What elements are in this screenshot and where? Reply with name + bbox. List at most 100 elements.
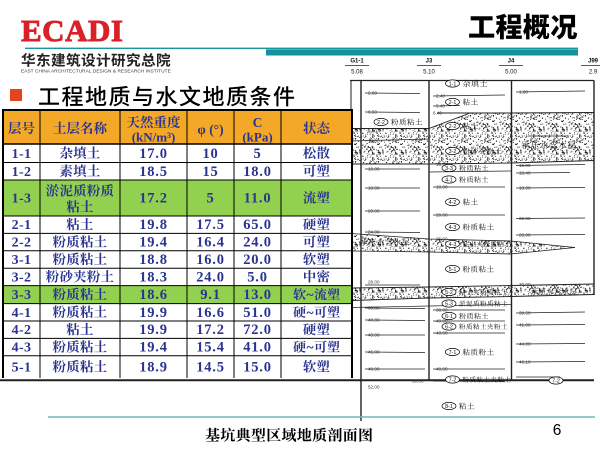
svg-text:24.0: 24.0: [243, 235, 272, 251]
svg-text:4-3: 4-3: [449, 242, 457, 248]
svg-text:18.00: 18.00: [519, 186, 531, 191]
svg-text:48.00: 48.00: [368, 367, 380, 372]
svg-text:5-3: 5-3: [445, 302, 453, 308]
svg-text:2.40: 2.40: [436, 94, 445, 99]
svg-text:3-2: 3-2: [449, 149, 457, 155]
svg-text:17.2: 17.2: [139, 191, 168, 207]
svg-text:7-2: 7-2: [449, 378, 457, 384]
svg-text:11.0: 11.0: [244, 191, 272, 207]
svg-text:39.00: 39.00: [368, 306, 380, 311]
svg-text:EAST CHINA ARCHITECTURAL DESIG: EAST CHINA ARCHITECTURAL DESIGN & RESEAR…: [21, 69, 171, 74]
svg-text:4-3: 4-3: [449, 225, 457, 231]
svg-text:6-2: 6-2: [445, 325, 453, 331]
svg-text:48.00: 48.00: [436, 367, 448, 372]
svg-text:17.5: 17.5: [196, 217, 225, 233]
svg-text:43.00: 43.00: [436, 331, 448, 336]
svg-text:7-1: 7-1: [449, 350, 457, 356]
svg-text:J3: J3: [426, 59, 433, 65]
svg-text:2-2: 2-2: [449, 124, 457, 130]
svg-text:9.00: 9.00: [368, 129, 377, 134]
svg-text:9.1: 9.1: [200, 287, 221, 303]
svg-text:18.5: 18.5: [139, 164, 168, 180]
svg-text:44.00: 44.00: [519, 342, 531, 347]
svg-text:J99: J99: [588, 59, 599, 65]
svg-text:65.0: 65.0: [243, 217, 272, 233]
svg-text:(kN/m³): (kN/m³): [132, 130, 176, 145]
svg-text:19.4: 19.4: [139, 340, 168, 356]
svg-text:24.0: 24.0: [196, 269, 225, 285]
svg-text:2.9: 2.9: [589, 70, 598, 76]
svg-text:3-3: 3-3: [445, 166, 453, 172]
svg-text:G1-1: G1-1: [350, 59, 364, 65]
svg-text:18.00: 18.00: [368, 186, 380, 191]
svg-text:(kPa): (kPa): [242, 130, 272, 145]
svg-text:19.8: 19.8: [139, 217, 168, 233]
svg-text:6.40: 6.40: [433, 111, 442, 116]
svg-text:J4: J4: [508, 59, 515, 65]
svg-text:13.0: 13.0: [243, 287, 272, 303]
svg-text:16.00: 16.00: [519, 163, 531, 168]
svg-text:4-1: 4-1: [12, 306, 32, 321]
svg-text:C: C: [253, 115, 263, 130]
svg-text:41.00: 41.00: [519, 323, 531, 328]
svg-text:28.00: 28.00: [368, 280, 380, 285]
svg-text:4-2: 4-2: [12, 323, 32, 338]
svg-text:7-2: 7-2: [552, 379, 560, 385]
svg-text:40.80: 40.80: [436, 319, 448, 324]
svg-text:17.2: 17.2: [196, 322, 225, 338]
svg-text:17.0: 17.0: [139, 146, 168, 162]
svg-text:6-1: 6-1: [445, 314, 453, 320]
svg-text:22.00: 22.00: [519, 216, 531, 221]
svg-text:5.40: 5.40: [436, 104, 445, 109]
svg-text:39.50: 39.50: [519, 311, 531, 316]
svg-text:18.0: 18.0: [243, 164, 272, 180]
svg-text:1-1: 1-1: [449, 82, 457, 88]
svg-text:φ (°): φ (°): [197, 122, 223, 137]
svg-text:20.00: 20.00: [436, 213, 448, 218]
svg-text:2-2: 2-2: [377, 120, 385, 126]
svg-text:18.8: 18.8: [139, 252, 168, 268]
svg-text:16.0: 16.0: [196, 252, 225, 268]
svg-text:~: ~: [306, 340, 313, 355]
svg-text:50.00: 50.00: [412, 379, 424, 384]
svg-text:19.9: 19.9: [139, 305, 168, 321]
svg-text:38.00: 38.00: [436, 308, 448, 313]
svg-text:18.40: 18.40: [519, 171, 531, 176]
svg-text:14.5: 14.5: [196, 359, 225, 375]
svg-text:41.0: 41.0: [243, 340, 272, 356]
svg-text:18.00: 18.00: [436, 185, 448, 190]
svg-text:20.0: 20.0: [243, 252, 272, 268]
svg-text:18.9: 18.9: [139, 359, 168, 375]
svg-text:3-3: 3-3: [12, 288, 32, 303]
svg-text:5-1: 5-1: [12, 360, 32, 375]
svg-text:15: 15: [202, 164, 218, 180]
svg-text:16.00: 16.00: [368, 167, 380, 172]
svg-text:15.4: 15.4: [196, 340, 225, 356]
svg-text:52.00: 52.00: [368, 385, 380, 390]
svg-text:40.80: 40.80: [368, 318, 380, 323]
svg-text:72.0: 72.0: [243, 322, 272, 338]
svg-text:20.00: 20.00: [368, 209, 380, 214]
svg-text:5-2: 5-2: [445, 290, 453, 296]
svg-text:43.00: 43.00: [368, 333, 380, 338]
svg-text:16.50: 16.50: [436, 162, 448, 167]
svg-text:24.00: 24.00: [368, 230, 380, 235]
svg-text:26.00: 26.00: [519, 233, 531, 238]
svg-text:1-2: 1-2: [12, 165, 32, 180]
svg-text:5.0: 5.0: [247, 269, 268, 285]
svg-text:46.10: 46.10: [519, 360, 531, 365]
svg-text:3-2: 3-2: [12, 270, 32, 285]
svg-text:18.3: 18.3: [139, 269, 168, 285]
svg-text:4-2: 4-2: [449, 200, 457, 206]
svg-text:10: 10: [202, 146, 218, 162]
svg-text:19.9: 19.9: [139, 322, 168, 338]
svg-text:16.6: 16.6: [196, 305, 225, 321]
svg-text:45.00: 45.00: [368, 350, 380, 355]
svg-text:~: ~: [306, 305, 313, 320]
svg-text:5.08: 5.08: [351, 70, 363, 76]
svg-text:8-1: 8-1: [445, 404, 453, 410]
svg-text:2-1: 2-1: [12, 218, 32, 233]
svg-text:6: 6: [553, 422, 562, 439]
svg-text:5-1: 5-1: [449, 267, 457, 273]
svg-text:2-1: 2-1: [449, 100, 457, 106]
